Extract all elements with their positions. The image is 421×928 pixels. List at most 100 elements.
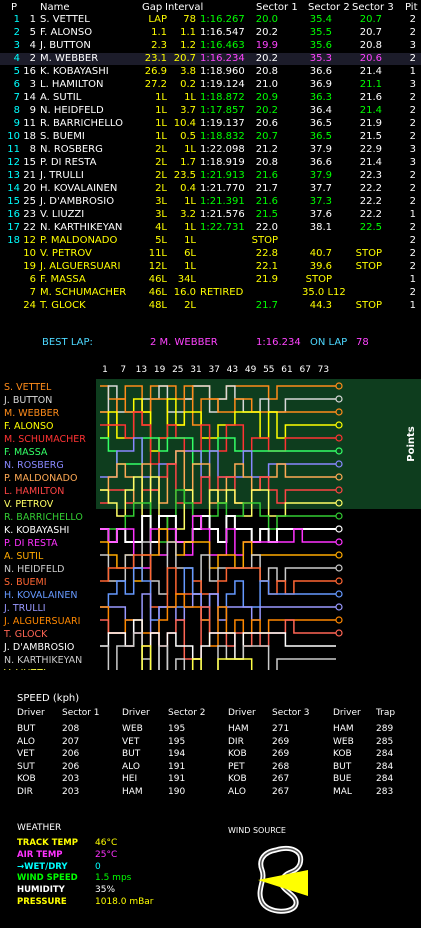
cell-s1: 22.8	[255, 248, 278, 259]
cell-name: N. KARTHIKEYAN	[40, 222, 123, 233]
lap-tick: 55	[263, 365, 274, 375]
finish-marker	[335, 512, 343, 520]
speed-col-driver: Driver	[122, 708, 150, 718]
cell-num: 7	[29, 287, 36, 298]
cell-name: F. ALONSO	[40, 27, 93, 38]
cell-interval: 1L	[184, 92, 196, 103]
cell-gap: 4L	[155, 222, 167, 233]
cell-s2: 36.6	[309, 66, 332, 77]
timing-row: 8 9 N. HEIDFELD 1L 3.7 1:17.857 20.2 36.4 21.4 2	[0, 105, 421, 117]
driver-label: R. BARRICHELLO	[4, 512, 83, 523]
weather-value: 25°C	[95, 849, 118, 860]
lap-tick: 7	[120, 365, 126, 375]
cell-gap: 1L	[155, 105, 167, 116]
cell-s1: 21.7	[255, 183, 278, 194]
cell-p: 14	[7, 183, 20, 194]
cell-s3: 21.4	[359, 105, 382, 116]
cell-s2: 37.9	[309, 170, 332, 181]
cell-time: 1:18.919	[200, 157, 245, 168]
speed-col-driver: Driver	[333, 708, 361, 718]
speed-driver: HEI	[122, 774, 138, 785]
cell-name: P. MALDONADO	[40, 235, 118, 246]
cell-pit: 1	[409, 300, 416, 311]
timing-row: 24 T. GLOCK 48L 2L 21.7 44.3 STOP 1	[0, 300, 421, 312]
col-name: Name	[40, 2, 70, 13]
cell-time: 1:19.137	[200, 118, 245, 129]
cell-p: 3	[13, 40, 20, 51]
speed-value: 208	[62, 724, 80, 734]
driver-label: F. MASSA	[4, 447, 48, 458]
speed-driver: HAM	[333, 724, 354, 734]
points-label: Points	[406, 426, 417, 462]
col-interval: Interval	[165, 2, 204, 13]
cell-time: 1:16.267	[200, 14, 245, 25]
weather-label: WIND SPEED	[17, 873, 78, 884]
cell-pit: 3	[409, 144, 416, 155]
driver-trace	[100, 515, 336, 543]
cell-p: 11	[7, 144, 20, 155]
cell-num: 23	[23, 209, 36, 220]
finish-marker	[335, 434, 343, 442]
timing-row: 6 F. MASSA 46L 34L 21.9 STOP 1	[0, 274, 421, 286]
lap-tick: 31	[190, 365, 201, 375]
driver-label: S. VETTEL	[4, 382, 52, 393]
cell-num: 21	[23, 170, 36, 181]
timing-row: 19 J. ALGUERSUARI 12L 1L 22.1 39.6 STOP 2	[0, 261, 421, 273]
cell-p: 10	[7, 131, 20, 142]
cell-interval: 1L	[184, 144, 196, 155]
timing-row: 14 20 H. KOVALAINEN 2L 0.4 1:21.770 21.7 37.7 22…	[0, 183, 421, 195]
driver-trace	[141, 645, 253, 670]
timing-row: 13 21 J. TRULLI 2L 23.5 1:21.913 21.6 37.9 22.3 2	[0, 170, 421, 182]
cell-interval: 1L	[184, 235, 196, 246]
cell-interval: 2L	[184, 300, 196, 311]
weather-label: TRACK TEMP	[17, 838, 78, 848]
weather-value: 35%	[95, 885, 116, 896]
cell-num: 6	[29, 274, 36, 285]
cell-num: 5	[29, 27, 36, 38]
cell-pit: 3	[409, 79, 416, 90]
driver-label: P. MALDONADO	[4, 473, 77, 484]
timing-row: 9 11 R. BARRICHELLO 1L 10.4 1:19.137 20.6 36.5 2…	[0, 118, 421, 130]
cell-time: 1:22.731	[200, 222, 245, 233]
weather-value: 1.5 mps	[95, 873, 132, 884]
cell-name: M. WEBBER	[40, 53, 99, 64]
speed-col-sector: Sector 3	[272, 708, 310, 718]
speed-driver: MAL	[333, 787, 352, 797]
cell-gap: 1L	[155, 118, 167, 129]
cell-gap: 3L	[155, 209, 167, 220]
speed-driver: KOB	[228, 749, 247, 760]
timing-row: 5 16 K. KOBAYASHI 26.9 3.8 1:18.960 20.8 36.6 21…	[0, 66, 421, 78]
cell-s2: 40.7	[309, 248, 332, 259]
cell-pit: 2	[409, 248, 416, 259]
cell-interval: 0.4	[180, 183, 196, 194]
cell-gap: 2.3	[151, 40, 167, 51]
cell-s1: 20.7	[255, 131, 278, 142]
cell-p: 13	[7, 170, 20, 181]
speed-col-sector: Trap	[376, 708, 396, 718]
timing-row: 4 2 M. WEBBER 23.1 20.7 1:16.234 20.2 35.3 20.6 2	[0, 53, 421, 65]
speed-value: 207	[62, 736, 80, 747]
lap-tick: 25	[172, 365, 183, 375]
cell-num: 11	[23, 118, 36, 129]
cell-s2: 38.1	[309, 222, 332, 233]
weather-value: 1018.0 mBar	[95, 897, 154, 907]
cell-s3: STOP	[355, 261, 382, 272]
cell-s1: 20.2	[255, 105, 278, 116]
cell-name: K. KOBAYASHI	[40, 66, 109, 77]
speed-driver: ALO	[122, 761, 140, 772]
speed-value: 284	[376, 761, 394, 772]
cell-s2: 39.6	[309, 261, 332, 272]
speed-value: 284	[376, 749, 394, 760]
cell-gap: 1.1	[151, 27, 167, 38]
cell-p: 5	[13, 66, 20, 77]
finish-marker	[335, 460, 343, 468]
speed-driver: DIR	[17, 787, 33, 797]
speed-value: 190	[168, 787, 186, 797]
finish-marker	[335, 421, 343, 429]
cell-name: A. SUTIL	[40, 92, 82, 103]
cell-p: 12	[7, 157, 20, 168]
timing-row: 7 14 A. SUTIL 1L 1L 1:18.872 20.9 36.3 21.6 2	[0, 92, 421, 104]
speed-title: SPEED (kph)	[17, 693, 80, 704]
cell-name: J. D'AMBROSIO	[40, 196, 115, 207]
col-gap: Gap	[142, 2, 163, 13]
